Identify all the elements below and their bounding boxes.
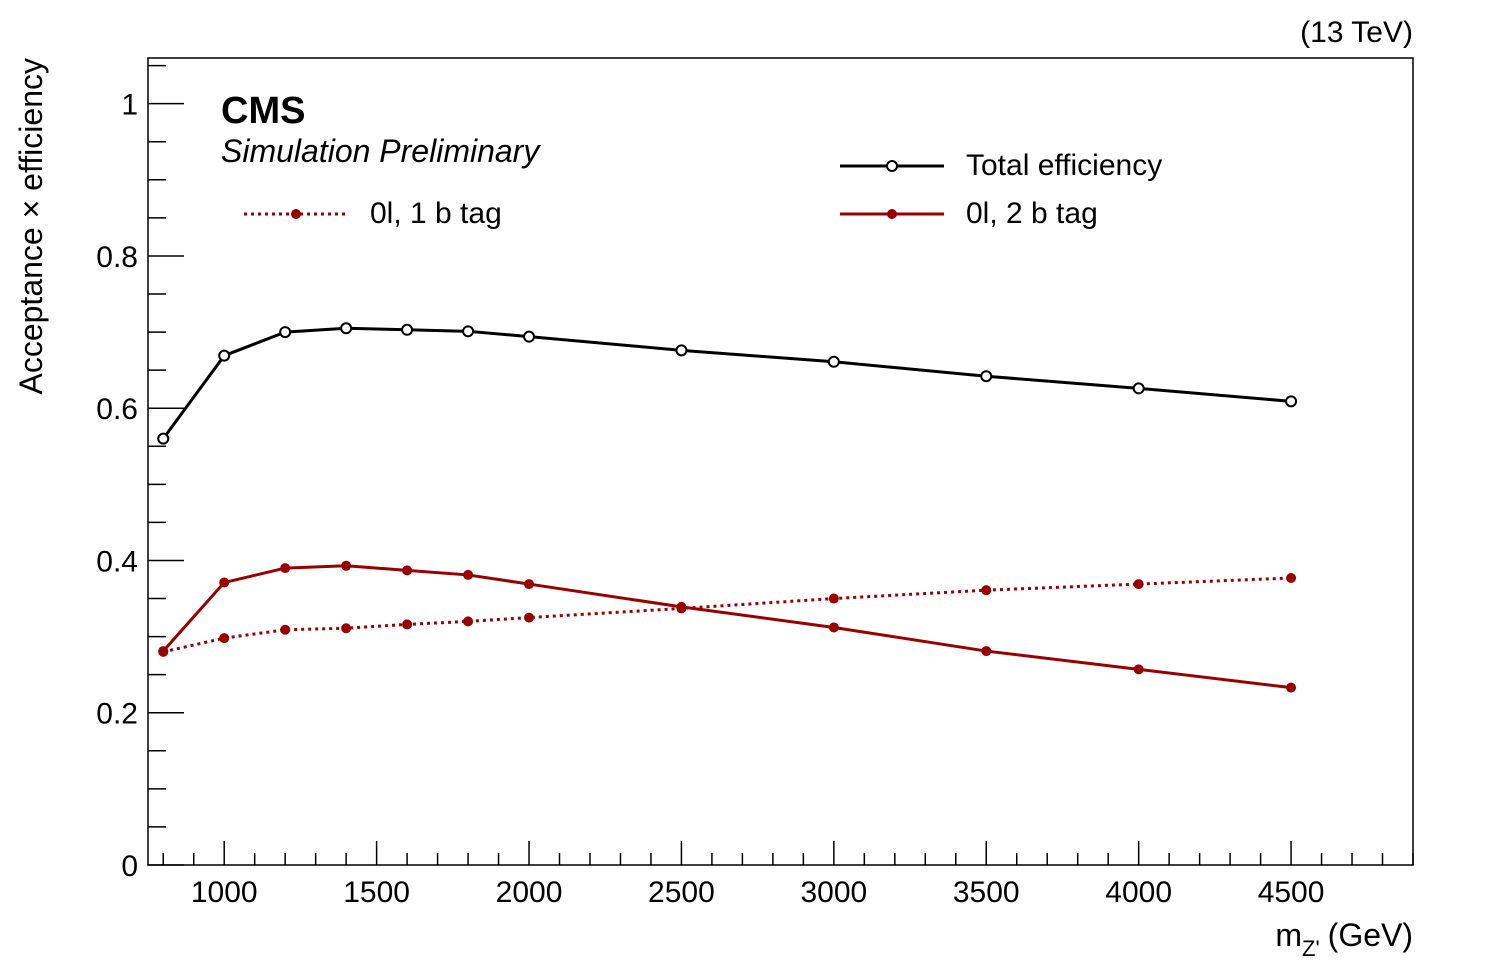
x-tick-label: 3500: [953, 876, 1020, 909]
data-point: [980, 370, 993, 383]
data-point: [157, 432, 170, 445]
experiment-label: CMS: [221, 90, 305, 132]
series-0: [157, 322, 1298, 445]
x-tick-label: 4500: [1258, 876, 1325, 909]
x-tick-label: 2500: [648, 876, 715, 909]
data-point: [828, 593, 839, 604]
series-2: [158, 572, 1297, 657]
data-point: [280, 563, 291, 574]
legend-entry-total: Total efficiency: [840, 149, 1162, 182]
data-point: [675, 344, 688, 357]
y-tick-label: 0.2: [96, 698, 138, 731]
data-point: [1286, 572, 1297, 583]
data-point: [1133, 579, 1144, 590]
series-layer: [157, 322, 1298, 693]
data-point: [676, 601, 687, 612]
x-axis-label-sub: Z': [1302, 936, 1320, 961]
x-axis-label: mZ' (GeV): [1275, 917, 1413, 961]
y-tick-label: 0.8: [96, 241, 138, 274]
legend-marker-total: [886, 160, 898, 172]
x-tick-label: 1000: [191, 876, 258, 909]
data-point: [1285, 395, 1298, 408]
data-point: [158, 646, 169, 657]
data-point: [524, 612, 535, 623]
x-tick-label: 4000: [1105, 876, 1172, 909]
data-point: [341, 560, 352, 571]
legend-label-2btag: 0l, 2 b tag: [966, 197, 1098, 230]
data-point: [219, 633, 230, 644]
y-tick-label: 0.4: [96, 545, 138, 578]
frame: [147, 57, 1414, 866]
data-point: [981, 646, 992, 657]
data-point: [827, 355, 840, 368]
series-line: [162, 564, 1292, 690]
data-point: [279, 326, 292, 339]
data-point: [463, 616, 474, 627]
x-tick-label: 2000: [496, 876, 563, 909]
status-label: Simulation Preliminary: [221, 133, 541, 169]
y-tick-label: 0.6: [96, 393, 138, 426]
data-point: [280, 624, 291, 635]
data-point: [524, 579, 535, 590]
series-line: [162, 576, 1292, 654]
y-axis-label: Acceptance × efficiency: [13, 58, 49, 395]
x-tick-label: 3000: [800, 876, 867, 909]
x-tick-label: 1500: [343, 876, 410, 909]
series-1: [158, 560, 1297, 693]
data-point: [218, 349, 231, 362]
data-point: [402, 619, 413, 630]
data-point: [463, 569, 474, 580]
series-line: [162, 326, 1292, 440]
legend-entry-2btag: 0l, 2 b tag: [840, 197, 1098, 230]
data-point: [828, 622, 839, 633]
legend-label-total: Total efficiency: [966, 149, 1162, 182]
x-axis-label-unit: (GeV): [1328, 917, 1413, 953]
legend: Total efficiency 0l, 2 b tag 0l, 1 b tag: [244, 149, 1162, 230]
axes: 1000 1500 2000 2500 3000 3500 4000 4500 0 0.2 0.4 0…: [96, 64, 1414, 909]
data-point: [523, 330, 536, 343]
y-tick-label: 1: [121, 89, 138, 122]
legend-entry-1btag: 0l, 1 b tag: [244, 197, 502, 230]
data-point: [401, 323, 414, 336]
y-tick-label: 0: [121, 850, 138, 883]
legend-marker-1btag: [291, 209, 301, 219]
data-point: [219, 577, 230, 588]
legend-label-1btag: 0l, 1 b tag: [370, 197, 502, 230]
data-point: [462, 325, 475, 338]
data-point: [1132, 382, 1145, 395]
x-axis-label-main: m: [1275, 917, 1302, 953]
data-point: [340, 322, 353, 335]
data-point: [981, 585, 992, 596]
data-point: [1286, 682, 1297, 693]
legend-marker-2btag: [887, 209, 897, 219]
energy-label: (13 TeV): [1300, 16, 1413, 49]
data-point: [1133, 664, 1144, 675]
data-point: [341, 623, 352, 634]
data-point: [402, 565, 413, 576]
